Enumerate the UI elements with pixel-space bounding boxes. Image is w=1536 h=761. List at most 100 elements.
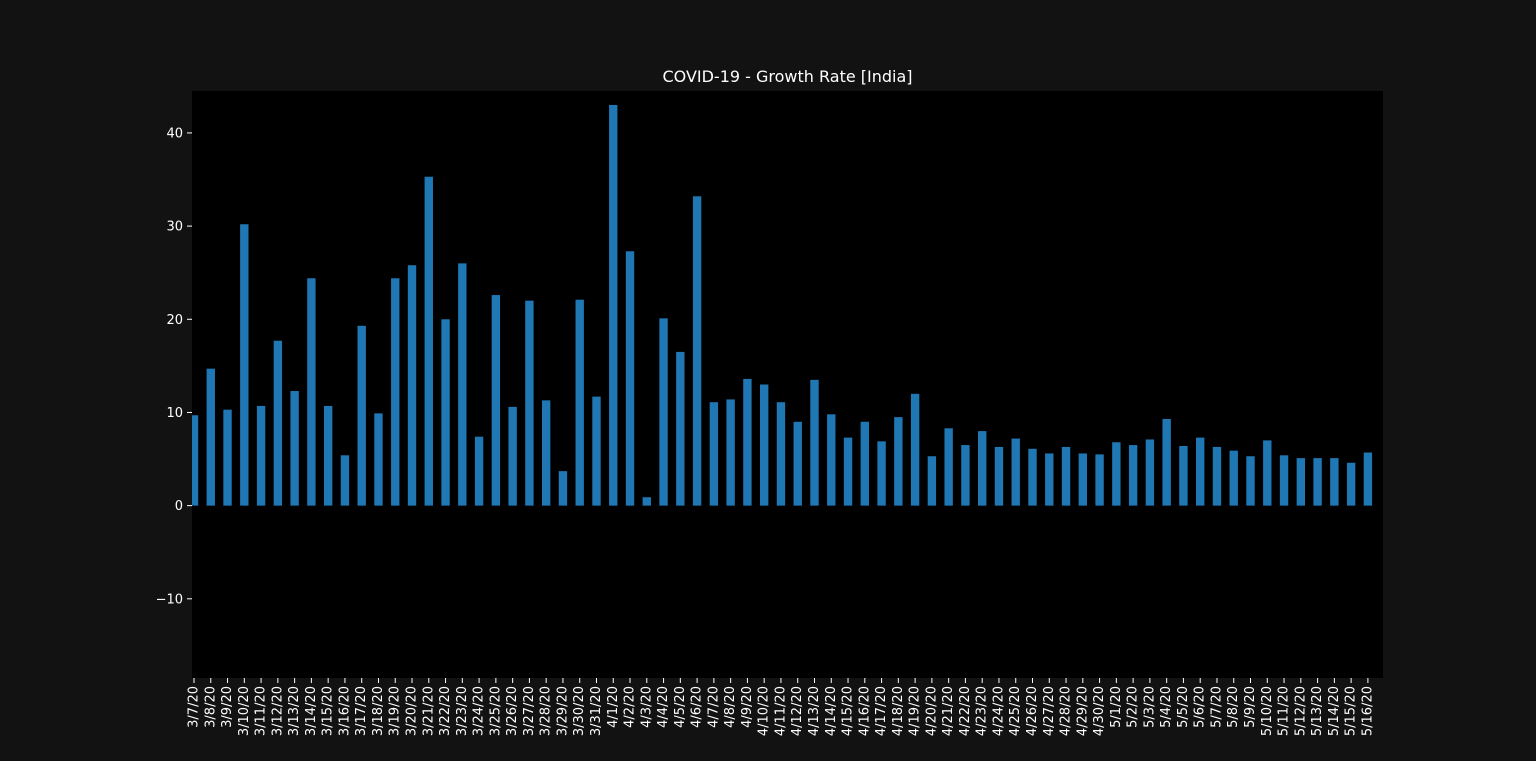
x-tick-label: 3/19/20 bbox=[388, 686, 403, 736]
y-tick-label: 20 bbox=[166, 313, 183, 328]
x-tick-label: 4/9/20 bbox=[740, 686, 755, 728]
bar-5/1/20 bbox=[1112, 442, 1121, 506]
bar-4/6/20 bbox=[692, 196, 702, 506]
bar-4/26/20 bbox=[1028, 448, 1037, 506]
x-tick-label: 4/16/20 bbox=[857, 686, 872, 736]
x-tick-label: 5/6/20 bbox=[1193, 686, 1208, 728]
x-tick-label: 3/14/20 bbox=[304, 686, 319, 736]
x-tick-label: 5/10/20 bbox=[1260, 686, 1275, 736]
bar-4/4/20 bbox=[659, 318, 668, 506]
x-tick-label: 4/22/20 bbox=[958, 686, 973, 736]
bar-4/8/20 bbox=[726, 399, 735, 506]
x-tick-label: 5/16/20 bbox=[1360, 686, 1375, 736]
x-tick-label: 5/4/20 bbox=[1159, 686, 1174, 728]
x-tick-label: 4/30/20 bbox=[1092, 686, 1107, 736]
bar-4/9/20 bbox=[743, 378, 752, 506]
bar-5/15/20 bbox=[1346, 462, 1356, 506]
x-tick-label: 3/13/20 bbox=[287, 686, 302, 736]
bar-4/29/20 bbox=[1078, 453, 1087, 506]
bar-4/12/20 bbox=[793, 421, 802, 506]
x-tick-label: 5/1/20 bbox=[1109, 686, 1124, 728]
bar-4/27/20 bbox=[1045, 453, 1054, 506]
bar-3/27/20 bbox=[525, 300, 534, 506]
bar-3/8/20 bbox=[206, 368, 215, 506]
x-tick-label: 4/10/20 bbox=[757, 686, 772, 736]
bar-4/14/20 bbox=[827, 414, 836, 506]
x-tick-label: 4/21/20 bbox=[941, 686, 956, 736]
bar-4/18/20 bbox=[894, 417, 903, 506]
x-tick-label: 4/4/20 bbox=[656, 686, 671, 728]
bar-4/24/20 bbox=[994, 446, 1004, 506]
x-tick-label: 5/14/20 bbox=[1327, 686, 1342, 736]
x-tick-label: 4/18/20 bbox=[891, 686, 906, 736]
x-tick-label: 3/26/20 bbox=[505, 686, 520, 736]
x-tick-label: 3/7/20 bbox=[187, 686, 202, 728]
bar-3/11/20 bbox=[256, 405, 266, 506]
bar-3/18/20 bbox=[374, 413, 383, 506]
bar-3/24/20 bbox=[474, 436, 484, 506]
x-tick-label: 5/5/20 bbox=[1176, 686, 1191, 728]
y-tick-label: 10 bbox=[166, 406, 183, 421]
x-tick-label: 3/31/20 bbox=[589, 686, 604, 736]
bar-3/29/20 bbox=[558, 471, 568, 506]
bar-3/25/20 bbox=[491, 295, 501, 506]
x-tick-label: 5/8/20 bbox=[1226, 686, 1241, 728]
y-axis: −10 0 10 20 30 40 bbox=[156, 126, 192, 607]
bar-4/22/20 bbox=[961, 445, 970, 506]
x-tick-label: 3/10/20 bbox=[237, 686, 252, 736]
bar-3/13/20 bbox=[290, 391, 299, 506]
x-tick-label: 3/24/20 bbox=[472, 686, 487, 736]
bar-4/1/20 bbox=[609, 104, 618, 506]
x-axis: 3/7/20 3/8/20 3/9/20 3/10/20 3/11/20 3/12/20 3… bbox=[187, 678, 1375, 736]
bar-5/12/20 bbox=[1296, 458, 1306, 506]
y-tick-label: −10 bbox=[156, 592, 183, 607]
chart-title: COVID-19 - Growth Rate [India] bbox=[662, 67, 912, 86]
bar-4/19/20 bbox=[910, 393, 920, 506]
x-tick-label: 5/7/20 bbox=[1209, 686, 1224, 728]
x-tick-label: 4/2/20 bbox=[623, 686, 638, 728]
bar-3/9/20 bbox=[223, 409, 232, 506]
bar-5/13/20 bbox=[1313, 458, 1322, 506]
x-tick-label: 4/14/20 bbox=[824, 686, 839, 736]
x-tick-label: 4/8/20 bbox=[723, 686, 738, 728]
bar-4/3/20 bbox=[642, 497, 651, 506]
x-tick-label: 4/5/20 bbox=[673, 686, 688, 728]
bar-5/5/20 bbox=[1179, 446, 1188, 506]
x-tick-label: 5/11/20 bbox=[1277, 686, 1292, 736]
bar-3/22/20 bbox=[441, 319, 450, 506]
bar-5/3/20 bbox=[1145, 439, 1155, 506]
bar-4/21/20 bbox=[944, 428, 953, 506]
bar-4/2/20 bbox=[625, 251, 635, 506]
bar-4/20/20 bbox=[927, 456, 937, 506]
bar-3/31/20 bbox=[592, 396, 601, 506]
bar-4/23/20 bbox=[978, 431, 987, 506]
bar-5/6/20 bbox=[1196, 437, 1205, 506]
x-tick-label: 4/11/20 bbox=[773, 686, 788, 736]
bar-4/13/20 bbox=[810, 379, 819, 506]
bar-4/15/20 bbox=[843, 437, 853, 506]
x-tick-label: 3/17/20 bbox=[354, 686, 369, 736]
bar-5/14/20 bbox=[1330, 458, 1339, 506]
bar-3/21/20 bbox=[424, 176, 433, 506]
x-tick-label: 4/19/20 bbox=[908, 686, 923, 736]
bars bbox=[192, 104, 1373, 506]
bar-5/9/20 bbox=[1246, 456, 1255, 506]
x-tick-label: 3/23/20 bbox=[455, 686, 470, 736]
x-tick-label: 3/22/20 bbox=[438, 686, 453, 736]
x-tick-label: 4/27/20 bbox=[1042, 686, 1057, 736]
x-tick-label: 3/11/20 bbox=[254, 686, 269, 736]
bar-3/7/20 bbox=[192, 415, 199, 506]
x-tick-label: 3/20/20 bbox=[405, 686, 420, 736]
x-tick-label: 5/15/20 bbox=[1344, 686, 1359, 736]
x-tick-label: 3/27/20 bbox=[522, 686, 537, 736]
bar-3/26/20 bbox=[508, 406, 517, 506]
x-tick-label: 3/15/20 bbox=[321, 686, 336, 736]
x-tick-label: 4/23/20 bbox=[975, 686, 990, 736]
bar-4/7/20 bbox=[709, 402, 719, 506]
x-tick-label: 3/25/20 bbox=[488, 686, 503, 736]
bar-3/20/20 bbox=[407, 265, 417, 506]
bar-3/17/20 bbox=[357, 325, 366, 506]
x-tick-label: 3/28/20 bbox=[539, 686, 554, 736]
bar-3/16/20 bbox=[340, 455, 350, 506]
x-tick-label: 4/3/20 bbox=[639, 686, 654, 728]
